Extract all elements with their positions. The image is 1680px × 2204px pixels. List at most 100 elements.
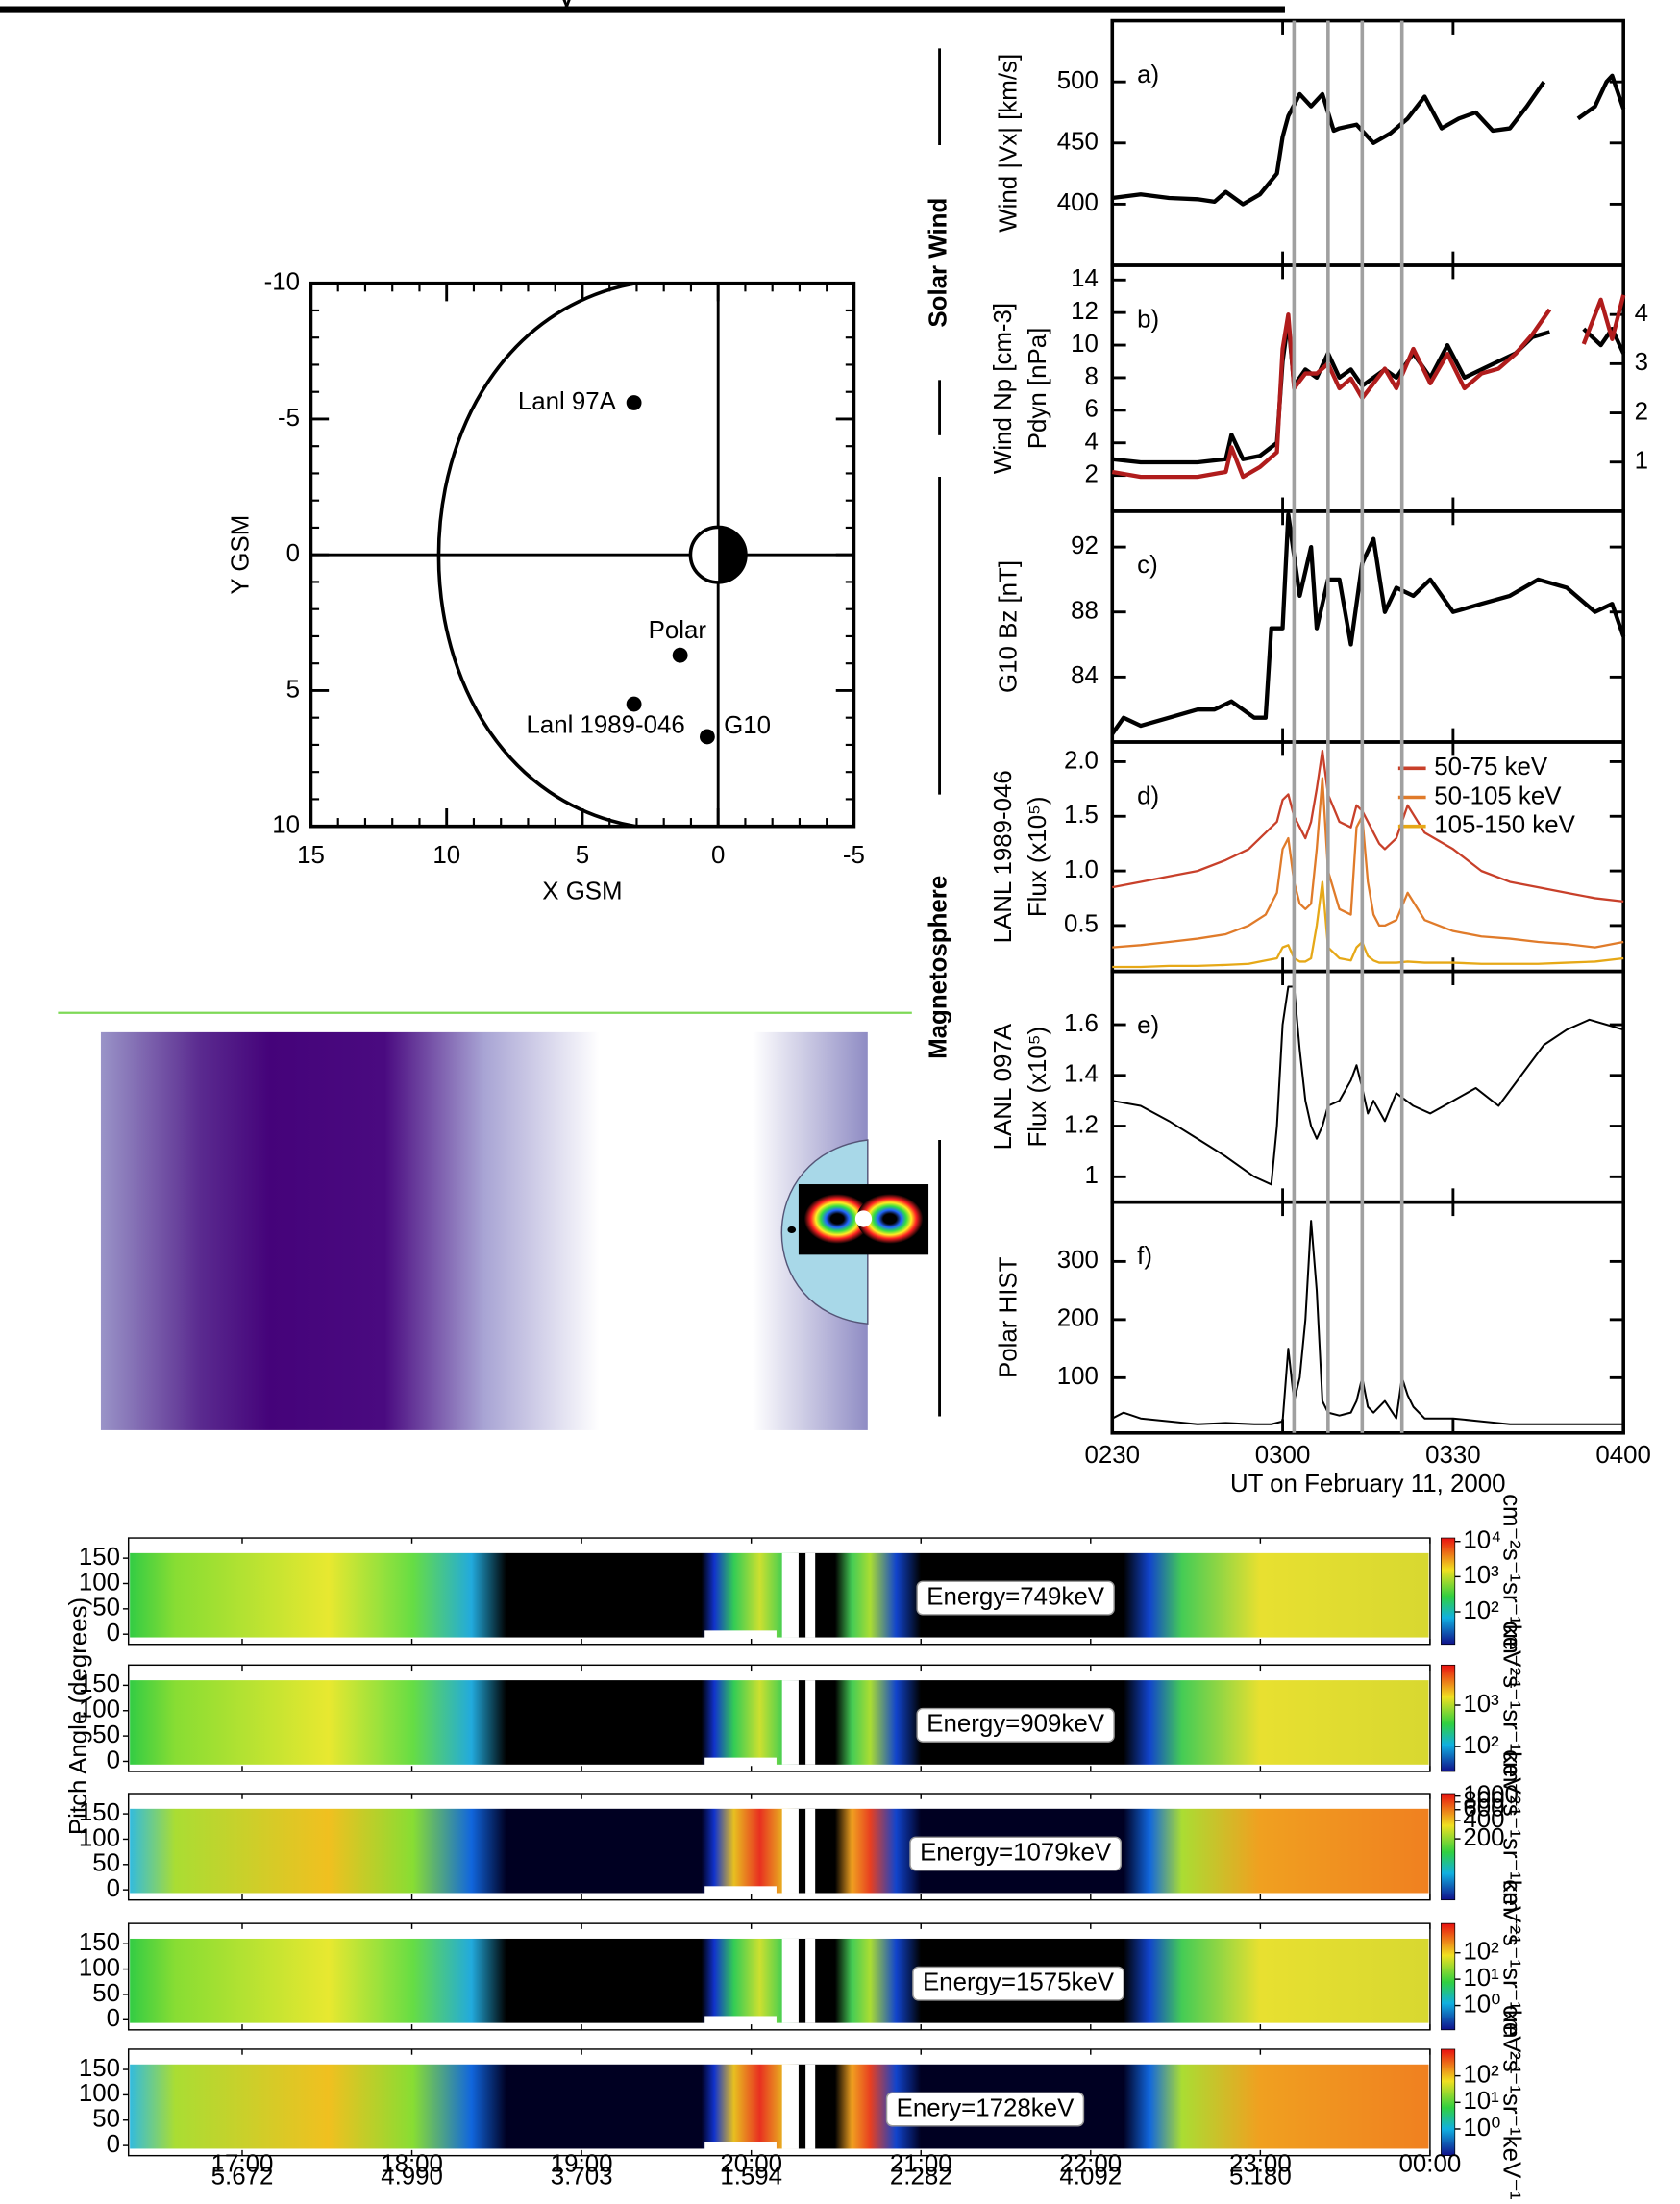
colorbar-unit: cm⁻²s⁻¹sr⁻¹keV⁻¹ bbox=[1497, 1494, 1524, 1689]
colorbar-label: 10⁰ bbox=[1463, 1991, 1500, 2018]
x-tick-label: 00:00 bbox=[1399, 2151, 1462, 2178]
y-tick-label: -5 bbox=[278, 405, 300, 432]
y-tick-label: 14 bbox=[1071, 265, 1099, 292]
colorbar-label: 10¹ bbox=[1463, 2088, 1499, 2115]
data-line bbox=[1111, 294, 1626, 480]
x-tick-label: 21:00 bbox=[890, 2151, 952, 2178]
y-tick-label: 100 bbox=[79, 2080, 120, 2107]
colorbar-label: 10⁰ bbox=[1463, 2115, 1500, 2142]
data-line bbox=[1111, 73, 1626, 207]
y-tick-label: 10 bbox=[1071, 331, 1099, 358]
panel-frame bbox=[1110, 18, 1625, 267]
colorbar bbox=[1441, 1793, 1456, 1901]
y-axis-label: Polar HIST bbox=[996, 1256, 1023, 1378]
energy-label: Energy=749keV bbox=[926, 1583, 1104, 1610]
colorbar bbox=[1441, 1922, 1456, 2031]
legend-label: 50-105 keV bbox=[1434, 782, 1562, 809]
colorbar-unit: cm⁻²s⁻¹sr⁻¹keV⁻¹ bbox=[1497, 2005, 1524, 2200]
y-axis-label: G10 Bz [nT] bbox=[996, 560, 1023, 693]
y2-tick-label: 1 bbox=[1635, 448, 1648, 475]
colorbar-label: 10² bbox=[1463, 1939, 1499, 1966]
spacecraft-point bbox=[699, 729, 715, 745]
x-tick-label: 0400 bbox=[1595, 1442, 1651, 1469]
y-axis-label: Flux (x10⁵) bbox=[1025, 1027, 1051, 1148]
y-tick-label: 300 bbox=[1057, 1247, 1099, 1274]
panel-label: c) bbox=[1137, 552, 1158, 579]
data-gap bbox=[704, 2016, 777, 2025]
y-axis-label: Wind |Vx| [km/s] bbox=[996, 54, 1023, 233]
data-gap bbox=[781, 1680, 799, 1765]
panel-label: f) bbox=[1137, 1243, 1152, 1270]
colorbar-unit: cm⁻²s⁻¹sr⁻¹keV⁻¹ bbox=[1497, 1621, 1524, 1816]
spectrogram-band bbox=[130, 1680, 1429, 1765]
colorbar bbox=[1441, 2048, 1456, 2157]
x-tick-label: 19:00 bbox=[551, 2151, 613, 2178]
data-gap bbox=[781, 2064, 799, 2149]
panel-label: a) bbox=[1137, 62, 1159, 88]
y-tick-label: 50 bbox=[92, 1721, 120, 1748]
group-label: Magnetosphere bbox=[925, 876, 951, 1059]
x-tick-label: 0 bbox=[711, 842, 725, 869]
data-line bbox=[1112, 318, 1626, 465]
data-line bbox=[1112, 880, 1624, 969]
panel-label: d) bbox=[1137, 782, 1159, 809]
y2-tick-label: 4 bbox=[1635, 300, 1648, 327]
x-tick-label: 18:00 bbox=[381, 2151, 443, 2178]
data-line bbox=[1111, 1220, 1624, 1425]
colorbar-label: 10² bbox=[1463, 2061, 1499, 2088]
legend-label: 50-75 keV bbox=[1434, 754, 1548, 780]
data-gap bbox=[805, 1552, 816, 1638]
y-tick-label: 5 bbox=[286, 676, 300, 703]
spacecraft-point bbox=[672, 647, 688, 663]
legend-label: 105-150 keV bbox=[1434, 812, 1575, 839]
point-label: Polar bbox=[649, 617, 707, 644]
y-tick-label: 150 bbox=[79, 1671, 120, 1697]
x-tick-label: 0300 bbox=[1255, 1442, 1311, 1469]
x-tick-label: 20:00 bbox=[720, 2151, 782, 2178]
y-tick-label: 1.2 bbox=[1064, 1111, 1099, 1138]
spacecraft-dot bbox=[787, 1226, 797, 1234]
y-tick-label: 450 bbox=[1057, 129, 1099, 156]
x-tick-label: 10 bbox=[432, 842, 460, 869]
y-tick-label: 12 bbox=[1071, 298, 1099, 325]
y-tick-label: 8 bbox=[1085, 363, 1099, 390]
y-tick-label: 200 bbox=[1057, 1305, 1099, 1332]
x-tick-label: 0330 bbox=[1425, 1442, 1481, 1469]
colorbar-label: 10¹ bbox=[1463, 1965, 1499, 1992]
y-axis-label: Pdyn [nPa] bbox=[1025, 328, 1051, 450]
x-tick-label: 22:00 bbox=[1059, 2151, 1122, 2178]
y-tick-label: 100 bbox=[79, 1569, 120, 1596]
colorbar-unit: cm⁻²s⁻¹sr⁻¹keV⁻¹ bbox=[1497, 1879, 1524, 2074]
data-gap bbox=[805, 2064, 816, 2149]
spectrogram-band bbox=[130, 1938, 1429, 2023]
energy-box bbox=[885, 2092, 1085, 2127]
colorbar-label: 10³ bbox=[1463, 1562, 1499, 1589]
spacecraft-point bbox=[626, 395, 642, 410]
point-label: Lanl 1989-046 bbox=[526, 711, 684, 738]
y-axis-label: Wind Np [cm-3] bbox=[990, 303, 1017, 474]
y-tick-label: 0 bbox=[107, 1620, 120, 1647]
x-tick-sublabel: 3.703 bbox=[551, 2163, 613, 2190]
colorbar bbox=[1441, 1664, 1456, 1772]
spectrogram-band bbox=[130, 2064, 1429, 2149]
x-axis-label: X GSM bbox=[542, 879, 622, 905]
y2-tick-label: 3 bbox=[1635, 349, 1648, 376]
x-tick-label: 17:00 bbox=[211, 2151, 274, 2178]
x-tick-sublabel: 2.282 bbox=[890, 2163, 952, 2190]
data-gap bbox=[805, 1808, 816, 1894]
colorbar-label: 800 bbox=[1463, 1788, 1504, 1815]
data-gap bbox=[704, 1886, 777, 1894]
y-tick-label: 0 bbox=[107, 1875, 120, 1902]
colorbar-label: 10² bbox=[1463, 1732, 1499, 1759]
y-tick-label: 100 bbox=[1057, 1363, 1099, 1390]
energy-box bbox=[912, 1966, 1124, 2001]
y-tick-label: 100 bbox=[79, 1954, 120, 1981]
y-tick-label: 150 bbox=[79, 2055, 120, 2082]
data-gap bbox=[781, 1808, 799, 1894]
y-tick-label: 1 bbox=[1085, 1162, 1099, 1189]
x-tick-label: 0230 bbox=[1085, 1442, 1141, 1469]
energy-label: Energy=1575keV bbox=[923, 1969, 1115, 1996]
colorbar-label: 200 bbox=[1463, 1824, 1504, 1851]
